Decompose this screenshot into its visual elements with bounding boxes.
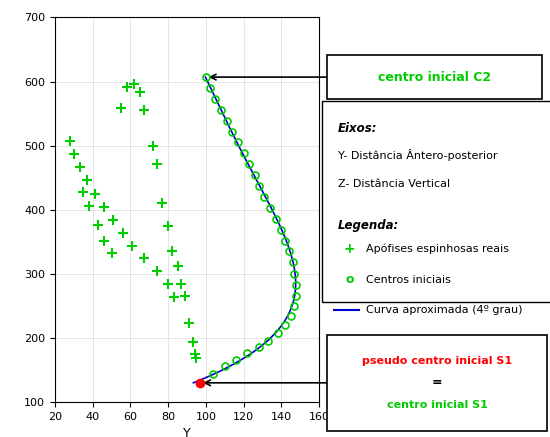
Text: Centros iniciais: Centros iniciais (366, 275, 450, 284)
Text: +: + (343, 242, 355, 256)
Text: =: = (432, 376, 443, 389)
Text: Eixos:: Eixos: (338, 122, 378, 135)
Text: Legenda:: Legenda: (338, 218, 399, 232)
Text: centro inicial S1: centro inicial S1 (387, 400, 488, 409)
Text: Apófises espinhosas reais: Apófises espinhosas reais (366, 244, 509, 254)
Text: Y- Distância Ântero-posterior: Y- Distância Ântero-posterior (338, 149, 498, 160)
Text: o: o (345, 273, 354, 286)
Text: Z- Distância Vertical: Z- Distância Vertical (338, 179, 450, 189)
Text: centro inicial C2: centro inicial C2 (378, 71, 491, 83)
X-axis label: Y: Y (183, 427, 191, 437)
Text: pseudo centro inicial S1: pseudo centro inicial S1 (362, 356, 512, 366)
Text: Curva aproximada (4º grau): Curva aproximada (4º grau) (366, 305, 522, 315)
